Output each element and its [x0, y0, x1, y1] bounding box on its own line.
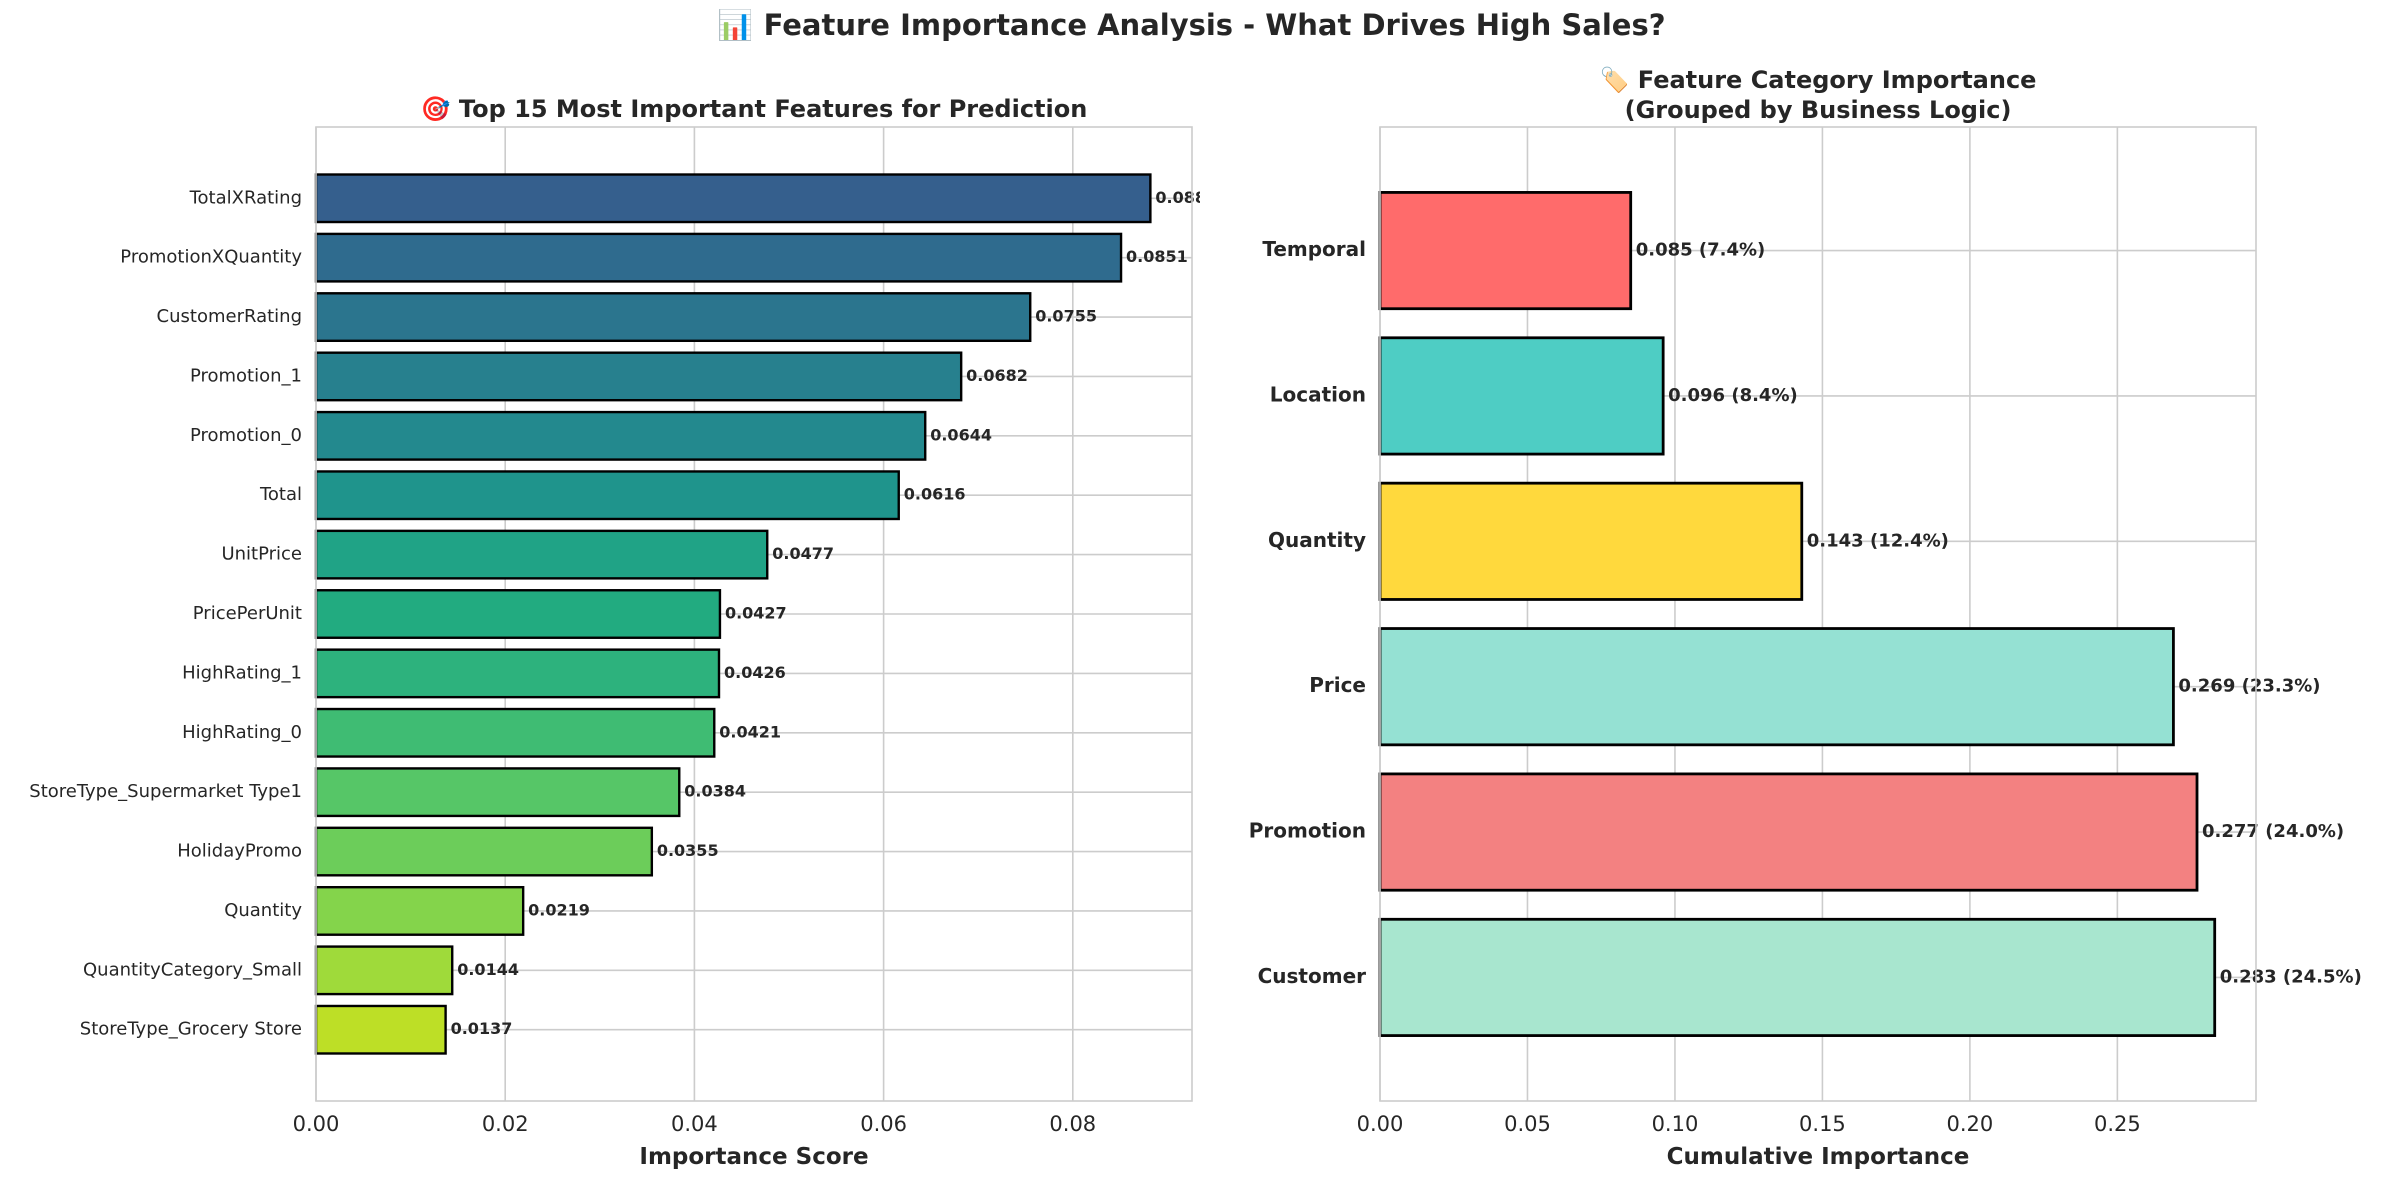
category-label: PricePerUnit: [193, 603, 302, 624]
bar: [1378, 481, 1804, 601]
category-label: Promotion: [1249, 819, 1366, 843]
category-label: Promotion_0: [190, 425, 302, 446]
category-label: Price: [1309, 673, 1366, 697]
value-label: 0.0355: [657, 841, 719, 860]
value-label: 0.0851: [1126, 247, 1188, 266]
bar: [314, 767, 681, 818]
value-label: 0.277 (24.0%): [2202, 821, 2344, 842]
x-axis-label: Cumulative Importance: [1667, 1144, 1970, 1170]
value-label: 0.0426: [724, 663, 786, 682]
category-label: HolidayPromo: [177, 841, 302, 862]
chart-title: 🏷️ Feature Category Importance: [1600, 66, 2037, 94]
value-label: 0.0682: [966, 366, 1028, 385]
plot-frame: [1379, 126, 2257, 1102]
value-label: 0.0477: [772, 544, 834, 563]
x-tick-label: 0.00: [1357, 1112, 1404, 1136]
plot-frame: [315, 126, 1193, 1102]
category-label: Customer: [1258, 964, 1367, 988]
value-label: 0.0755: [1035, 307, 1097, 326]
category-label: StoreType_Grocery Store: [80, 1019, 302, 1040]
chart-title: (Grouped by Business Logic): [1625, 96, 2012, 124]
value-label: 0.0427: [725, 604, 787, 623]
category-label: Promotion_1: [190, 365, 302, 386]
bar: [1378, 336, 1665, 456]
x-tick-label: 0.10: [1652, 1112, 1699, 1136]
x-tick-label: 0.05: [1504, 1112, 1551, 1136]
x-tick-label: 0.04: [671, 1112, 718, 1136]
bar: [314, 885, 525, 936]
value-label: 0.0882: [1155, 188, 1200, 207]
bar: [314, 410, 927, 461]
x-tick-label: 0.00: [293, 1112, 340, 1136]
feature-importance-chart: 0.0882 0.0851 0.0755 0.0682 0.0644 0.0616 0.04…: [29, 95, 1200, 1170]
category-label: Total: [259, 484, 302, 505]
category-label: HighRating_1: [182, 662, 302, 683]
x-tick-label: 0.06: [860, 1112, 907, 1136]
value-label: 0.143 (12.4%): [1807, 530, 1949, 551]
value-label: 0.269 (23.3%): [2178, 676, 2320, 697]
category-label: Quantity: [224, 900, 302, 921]
value-label: 0.0421: [719, 722, 781, 741]
value-label: 0.0137: [451, 1019, 513, 1038]
category-label: Quantity: [1268, 528, 1366, 552]
bar: [314, 945, 454, 996]
bar: [314, 648, 721, 699]
category-label: TotalXRating: [189, 187, 302, 208]
bar: [314, 707, 716, 758]
bar: [314, 529, 769, 580]
category-label: HighRating_0: [182, 722, 302, 743]
value-label: 0.0384: [684, 782, 746, 801]
bar: [314, 1004, 447, 1055]
x-tick-label: 0.02: [482, 1112, 529, 1136]
x-tick-label: 0.25: [2094, 1112, 2141, 1136]
bar: [1378, 772, 2199, 892]
category-label: QuantityCategory_Small: [83, 959, 302, 980]
category-label: Location: [1270, 382, 1366, 406]
bar: [314, 292, 1032, 343]
x-axis-label: Importance Score: [639, 1144, 868, 1170]
bar: [314, 173, 1152, 224]
x-tick-label: 0.20: [1947, 1112, 1994, 1136]
category-label: StoreType_Supermarket Type1: [29, 781, 302, 802]
x-tick-label: 0.15: [1799, 1112, 1846, 1136]
bar: [314, 826, 654, 877]
value-label: 0.085 (7.4%): [1636, 240, 1766, 261]
bar: [1378, 191, 1633, 311]
value-label: 0.096 (8.4%): [1668, 385, 1798, 406]
category-label: PromotionXQuantity: [120, 247, 302, 268]
value-label: 0.0644: [930, 425, 992, 444]
bar: [314, 470, 900, 521]
bar: [1378, 917, 2217, 1037]
bar: [314, 232, 1123, 283]
x-tick-label: 0.08: [1049, 1112, 1096, 1136]
figure-title: 📊 Feature Importance Analysis - What Dri…: [717, 8, 1666, 42]
category-label: Temporal: [1262, 237, 1366, 261]
value-label: 0.0144: [457, 960, 519, 979]
value-label: 0.283 (24.5%): [2220, 966, 2362, 987]
bar: [314, 589, 722, 639]
category-label: UnitPrice: [221, 544, 302, 565]
bar: [314, 351, 963, 402]
bar: [1378, 627, 2175, 747]
chart-title: 🎯 Top 15 Most Important Features for Pre…: [421, 95, 1088, 123]
category-importance-chart: 0.085 (7.4%) 0.096 (8.4%) 0.143 (12.4%) 0.2…: [1249, 66, 2362, 1170]
value-label: 0.0616: [904, 485, 966, 504]
value-label: 0.0219: [528, 900, 590, 919]
category-label: CustomerRating: [157, 306, 302, 327]
